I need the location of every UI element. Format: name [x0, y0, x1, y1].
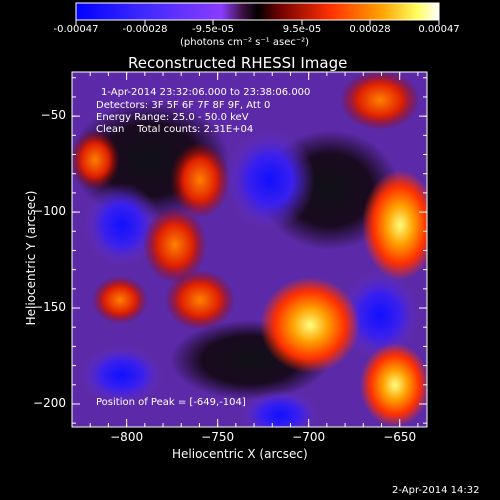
colorbar-tick-label: 0.00047 — [418, 24, 460, 35]
y-tick-label: −200 — [33, 395, 66, 410]
y-tick-label: −100 — [33, 204, 66, 219]
y-axis-label: Heliocentric Y (arcsec) — [24, 190, 38, 326]
x-axis-label: Heliocentric X (arcsec) — [172, 447, 308, 461]
colorbar-ticks — [75, 20, 440, 25]
energy-range-label: Energy Range: 25.0 - 50.0 keV — [96, 112, 249, 123]
colorbar-tick-label: -0.00047 — [53, 24, 99, 35]
plot-frame — [71, 71, 428, 428]
x-axis-ticks — [71, 72, 419, 427]
colorbar-tick-label: 9.5e-05 — [282, 24, 322, 35]
footer-timestamp: 2-Apr-2014 14:32 — [392, 485, 480, 496]
x-tick-label: −750 — [201, 430, 235, 444]
y-tick-label: −50 — [40, 108, 66, 123]
x-tick-label: −650 — [383, 430, 417, 444]
x-tick-label: −800 — [110, 430, 144, 444]
y-tick-label: −150 — [33, 300, 66, 315]
colorbar — [75, 2, 440, 21]
colorbar-tick-label: 0.00028 — [349, 24, 391, 35]
colorbar-tick-label: -0.00028 — [122, 24, 168, 35]
detectors-label: Detectors: 3F 5F 6F 7F 8F 9F, Att 0 — [96, 100, 271, 111]
time-range-label: 1-Apr-2014 23:32:06.000 to 23:38:06.000 — [101, 87, 311, 98]
clean-counts-label: Clean Total counts: 2.31E+04 — [96, 124, 254, 135]
colorbar-tick-label: -9.5e-05 — [192, 24, 234, 35]
reconstructed-image — [72, 72, 427, 427]
x-tick-label: −700 — [292, 430, 326, 444]
colorbar-unit-label: (photons cm⁻² s⁻¹ asec⁻²) — [180, 37, 310, 48]
y-axis-ticks — [72, 77, 427, 424]
peak-position-label: Position of Peak = [-649,-104] — [96, 397, 246, 408]
page-title: Reconstructed RHESSI Image — [128, 54, 348, 72]
